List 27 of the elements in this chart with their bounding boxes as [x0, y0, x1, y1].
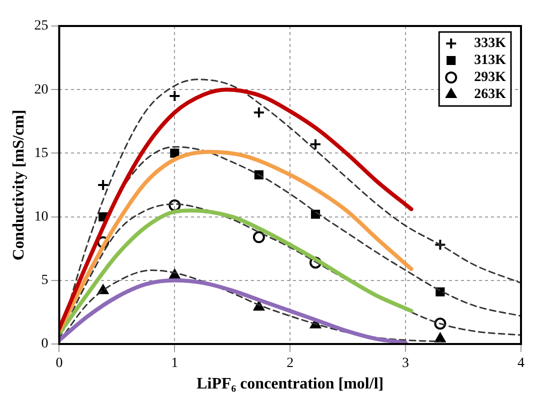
x-tick-label: 4	[518, 356, 524, 372]
legend-label: 333K	[474, 36, 506, 52]
x-tick-label: 1	[171, 356, 178, 372]
y-tick-label: 10	[34, 209, 48, 224]
x-tick-label: 3	[402, 356, 410, 372]
y-tick-label: 25	[34, 18, 48, 34]
legend-label: 293K	[474, 70, 506, 86]
point	[252, 231, 265, 244]
point	[434, 332, 446, 342]
line-series	[59, 88, 414, 331]
x-tick-label: 0	[56, 356, 63, 372]
x-axis-title: LiPF₆ concentration [mol/l]	[196, 376, 384, 393]
y-tick-label: 15	[34, 146, 48, 161]
y-axis-title: Conductivity [mS/cm]	[10, 110, 28, 260]
point	[434, 318, 446, 330]
legend-label: 313K	[474, 53, 506, 68]
point	[170, 148, 180, 158]
y-tick-label: 20	[34, 82, 48, 98]
x-tick-label: 2	[286, 356, 294, 372]
point	[168, 199, 181, 212]
line-series	[59, 278, 408, 344]
point	[310, 256, 322, 269]
line-series	[59, 150, 414, 334]
legend-label: 263K	[474, 87, 506, 102]
y-tick-label: 5	[41, 273, 48, 288]
y-tick-label: 0	[41, 336, 48, 352]
line-series	[59, 208, 414, 336]
